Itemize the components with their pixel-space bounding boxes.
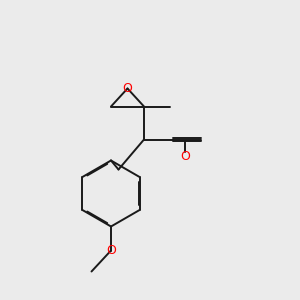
Text: O: O xyxy=(106,244,116,257)
Text: O: O xyxy=(180,149,190,163)
Text: O: O xyxy=(123,82,132,95)
